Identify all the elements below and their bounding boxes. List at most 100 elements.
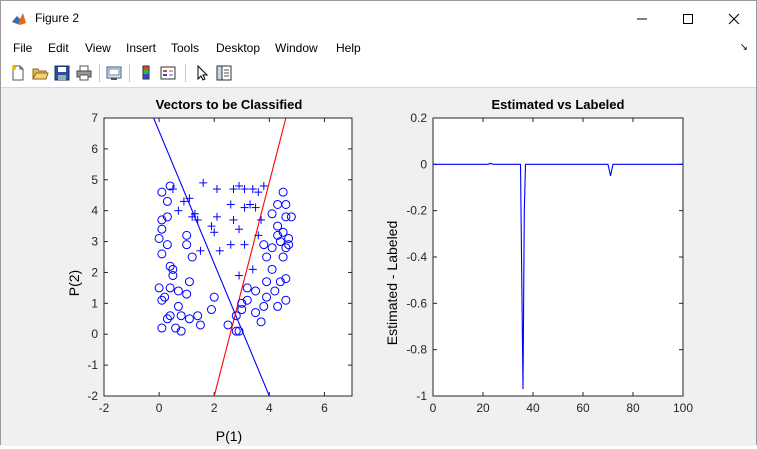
plus-marker <box>212 212 221 221</box>
plus-marker <box>179 197 188 206</box>
pointer-icon[interactable] <box>193 64 211 82</box>
circle-marker <box>162 212 172 222</box>
circle-marker <box>165 283 175 293</box>
menu-edit[interactable]: Edit <box>48 41 69 55</box>
circle-marker <box>267 264 277 274</box>
menu-window[interactable]: Window <box>275 41 318 55</box>
y-tick-label: 3 <box>91 235 98 249</box>
axes-title: Vectors to be Classified <box>156 97 303 112</box>
toolbar-separator <box>129 64 130 82</box>
circle-marker <box>251 308 261 318</box>
plus-marker <box>235 225 244 234</box>
circle-marker <box>157 295 167 305</box>
legend-icon[interactable] <box>159 64 177 82</box>
x-tick-label: 0 <box>430 401 437 415</box>
plus-marker <box>226 200 235 209</box>
menu-overflow-icon[interactable]: ↘ <box>739 42 748 53</box>
axes-vectors[interactable]: Vectors to be Classified -2 0 2 4 6 -2 -1 0 1 2 3 4… <box>66 97 353 444</box>
property-editor-icon[interactable] <box>215 64 233 82</box>
colorbar-icon[interactable] <box>137 64 155 82</box>
new-figure-icon[interactable] <box>9 64 27 82</box>
axes-box <box>432 117 684 397</box>
circle-marker <box>275 277 285 287</box>
figure-canvas[interactable]: Vectors to be Classified -2 0 2 4 6 -2 -1 0 1 2 3 4… <box>1 88 756 446</box>
circle-marker <box>242 295 252 305</box>
circle-marker <box>157 215 167 225</box>
circle-marker <box>278 252 288 262</box>
circle-marker <box>237 298 247 308</box>
circle-marker <box>231 311 241 321</box>
circle-marker <box>273 221 283 231</box>
y-tick-label: -0.4 <box>406 250 427 264</box>
circle-marker <box>237 305 247 315</box>
y-tick-label: 6 <box>91 142 98 156</box>
plus-marker <box>248 265 257 274</box>
circle-marker <box>154 233 164 243</box>
menu-insert[interactable]: Insert <box>126 41 157 55</box>
circle-marker <box>256 317 266 327</box>
window-title: Figure 2 <box>35 11 80 25</box>
print-preview-icon[interactable] <box>105 64 123 82</box>
x-tick-label: 80 <box>626 401 640 415</box>
circle-marker <box>160 292 170 302</box>
toolbar-separator <box>185 64 186 82</box>
circle-marker <box>157 323 167 333</box>
y-axis-label: Estimated - Labeled <box>384 221 400 346</box>
open-file-icon[interactable] <box>31 64 49 82</box>
error-series-line <box>433 162 683 390</box>
y-tick-label: 0 <box>91 327 98 341</box>
menu-view[interactable]: View <box>85 41 111 55</box>
circle-marker <box>173 286 183 296</box>
decision-boundary-line <box>153 118 270 396</box>
y-tick-label: 5 <box>91 173 98 187</box>
menu-help[interactable]: Help <box>336 41 361 55</box>
menu-file[interactable]: File <box>13 41 33 55</box>
circle-marker <box>270 286 280 296</box>
plus-marker <box>259 181 268 190</box>
title-bar[interactable]: Figure 2 <box>1 1 756 37</box>
plus-marker <box>174 206 183 215</box>
close-button[interactable] <box>711 1 757 37</box>
circle-marker <box>182 240 192 250</box>
figure-plots[interactable]: Vectors to be Classified -2 0 2 4 6-2-101234… <box>1 88 756 444</box>
plus-marker <box>229 215 238 224</box>
plus-marker <box>229 185 238 194</box>
circle-marker <box>195 320 205 330</box>
circle-marker <box>223 320 233 330</box>
plus-marker <box>190 209 199 218</box>
minimize-button[interactable] <box>619 1 665 37</box>
y-tick-label: -2 <box>87 389 98 403</box>
plus-marker <box>240 240 249 249</box>
circle-marker <box>206 305 216 315</box>
circle-marker <box>165 311 175 321</box>
circle-marker <box>278 227 288 237</box>
print-icon[interactable] <box>75 64 93 82</box>
circle-marker <box>251 286 261 296</box>
circle-marker <box>234 326 244 336</box>
circle-marker <box>281 274 291 284</box>
plus-marker <box>240 185 249 194</box>
plus-marker <box>207 222 216 231</box>
menu-desktop[interactable]: Desktop <box>216 41 261 55</box>
plus-marker <box>240 203 249 212</box>
save-icon[interactable] <box>53 64 71 82</box>
circle-marker <box>273 199 283 209</box>
circle-marker <box>242 283 252 293</box>
circle-marker <box>184 314 194 324</box>
plus-marker <box>193 215 202 224</box>
x-tick-label: 6 <box>321 401 328 415</box>
x-tick-label: 4 <box>266 401 273 415</box>
y-tick-label: 4 <box>91 204 98 218</box>
circle-marker <box>176 326 186 336</box>
menu-tools[interactable]: Tools <box>171 41 200 55</box>
circle-marker <box>165 261 175 271</box>
circle-marker <box>173 301 183 311</box>
y-tick-label: -0.8 <box>406 343 427 357</box>
circle-marker <box>262 252 272 262</box>
circle-marker <box>157 249 167 259</box>
axes-estimated[interactable]: Estimated vs Labeled 0 20 40 60 80 100 0.2 0 -0.… <box>384 97 693 415</box>
maximize-button[interactable] <box>665 1 711 37</box>
plus-marker <box>257 215 266 224</box>
circle-marker <box>284 240 294 250</box>
menu-bar: File Edit View Insert Tools Desktop Wind… <box>1 37 756 59</box>
